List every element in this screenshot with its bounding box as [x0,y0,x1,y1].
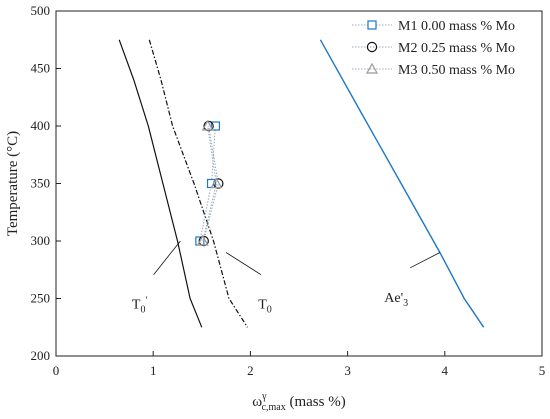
line-ae3 [319,39,485,328]
y-tick-label: 500 [31,3,51,18]
x-tick-label: 2 [247,363,254,378]
y-tick-label: 350 [31,176,51,191]
legend-marker [366,41,378,53]
data-point [201,119,214,131]
y-tick-label: 200 [31,348,51,363]
data-point [210,177,223,189]
annotation-label: Ae'3 [384,291,408,309]
legend-label: M1 0.00 mass % Mo [398,19,515,34]
line-t0p [118,39,203,328]
annotation-leader [153,240,181,275]
data-point [210,121,221,131]
y-tick-label: 400 [31,118,51,133]
x-tick-label: 3 [344,363,351,378]
series-1 [195,121,221,246]
annotation-leader [410,252,441,269]
axes: 0 1 2 3 4 5 200 250 300 350 400 450 500 ωγ c,max (mass… [5,3,545,413]
x-tick-label: 1 [150,363,157,378]
series-connector [199,125,216,242]
legend-label: M3 0.50 mass % Mo [398,63,515,78]
y-tick-label: 250 [31,291,51,306]
legend-marker [367,20,377,30]
plot-area: T0' T0 Ae'3 [118,39,485,328]
annotation-label: T0' [132,296,148,316]
y-axis-title: Temperature (°C) [5,131,21,236]
x-tick-label: 0 [53,363,60,378]
y-tick-label: 450 [31,61,51,76]
x-tick-label: 5 [539,363,546,378]
legend-marker [365,62,379,74]
annotation-leader [225,252,262,276]
legend: M1 0.00 mass % Mo M2 0.25 mass % Mo M3 0.5… [352,19,515,78]
x-axis-title: ωγ c,max (mass %) [252,391,345,413]
annotation-label: T0 [258,298,272,316]
y-tick-label: 300 [31,233,51,248]
line-t0 [148,39,249,328]
series-3 [196,119,223,246]
legend-label: M2 0.25 mass % Mo [398,41,515,56]
data-point [196,234,209,246]
x-tick-label: 4 [442,363,449,378]
